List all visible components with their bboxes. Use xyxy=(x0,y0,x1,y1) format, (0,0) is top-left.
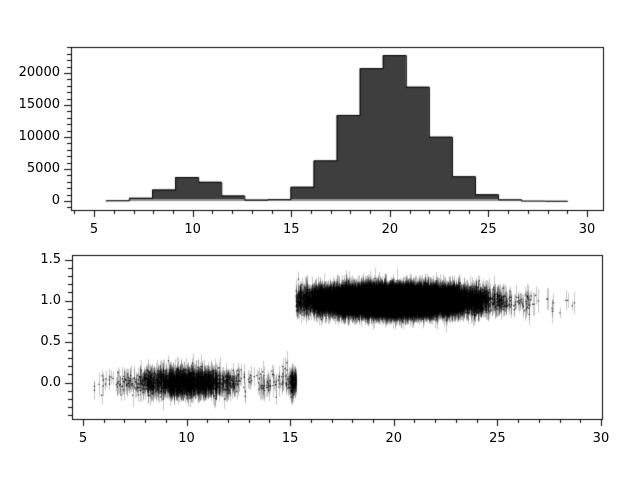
plots-canvas xyxy=(0,0,640,480)
figure: 5 10 15 20 25 30 0 5000 10000 15000 20000 5 10 15 20 25… xyxy=(0,0,640,480)
